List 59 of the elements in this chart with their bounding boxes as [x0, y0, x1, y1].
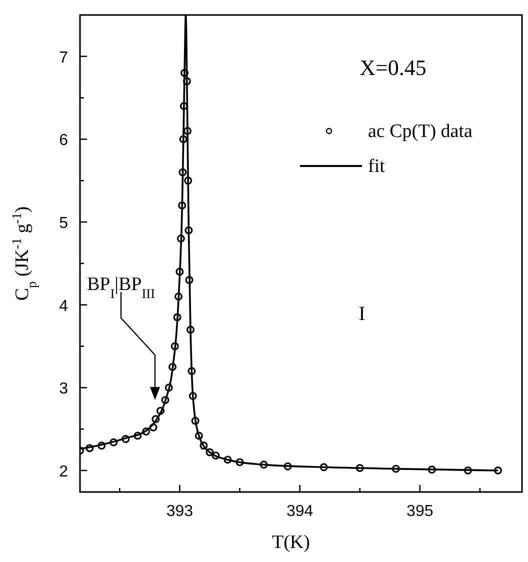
point: [392, 464, 400, 473]
x-tick-label: 394: [286, 503, 314, 520]
point: [206, 448, 214, 456]
point: [188, 367, 196, 376]
point: [161, 396, 170, 404]
point: [464, 466, 472, 474]
legend-label: ac Cp(T) data: [368, 121, 474, 142]
y-tick-label: 6: [59, 132, 68, 150]
y-tick-label: 7: [59, 49, 68, 66]
annotation: BP$_{I}$|BP$_{III}$: [86, 274, 156, 300]
point: [178, 168, 187, 176]
x-axis-title: T(K): [272, 532, 310, 553]
point: [260, 460, 268, 469]
point: [180, 68, 188, 77]
x-tick-label: 393: [166, 503, 194, 520]
point: [173, 313, 182, 322]
legend-label: fit: [368, 156, 386, 177]
point: [156, 406, 164, 415]
point: [184, 176, 192, 185]
point: [224, 456, 232, 464]
point: [185, 276, 194, 284]
y-tick-label: 2: [59, 463, 68, 480]
annotation: I: [358, 303, 366, 325]
y-tick-label: 3: [59, 380, 68, 398]
point: [320, 463, 328, 472]
point: [182, 77, 191, 86]
point: [188, 392, 197, 400]
point: [152, 415, 160, 424]
point: [110, 438, 118, 446]
point: [86, 444, 94, 452]
point: [494, 466, 502, 474]
point: [170, 342, 179, 350]
point: [98, 442, 106, 450]
point: [179, 135, 188, 144]
x-tick-label: 395: [406, 503, 434, 520]
point: [174, 292, 182, 301]
point: [176, 234, 185, 243]
point: [149, 423, 158, 432]
point: [168, 362, 176, 371]
point: [183, 126, 192, 135]
point: [176, 268, 184, 276]
point: [186, 326, 194, 334]
point: [191, 416, 200, 425]
annotation: X=0.45: [360, 55, 426, 80]
point: [142, 428, 150, 436]
point: [184, 226, 193, 234]
point: [194, 432, 203, 440]
point: [134, 432, 142, 440]
point: [356, 464, 364, 472]
point: [428, 466, 436, 474]
point: [164, 384, 173, 392]
point: [212, 452, 220, 460]
point: [200, 442, 208, 450]
point: [178, 201, 186, 210]
y-tick-label: 4: [59, 298, 68, 315]
point: [236, 458, 244, 466]
point: [284, 462, 292, 470]
y-tick-label: 5: [59, 215, 68, 232]
point: [122, 435, 130, 443]
